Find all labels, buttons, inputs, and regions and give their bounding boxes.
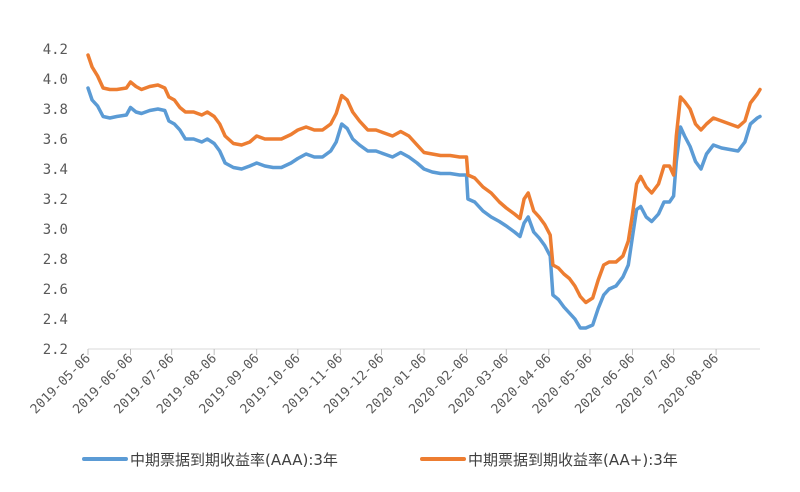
series-layer [86, 53, 762, 330]
y-tick-label: 2.4 [43, 312, 68, 328]
y-tick-label: 3.6 [43, 132, 68, 148]
y-tick-label: 2.2 [43, 342, 68, 358]
y-axis-ticks: 4.2 4.0 3.8 3.6 3.4 3.2 3.0 2.8 2.6 2.4 2.2 [43, 42, 68, 358]
series-line-aa-plus [86, 53, 762, 305]
y-tick-label: 3.8 [43, 102, 68, 118]
y-tick-label: 3.0 [43, 222, 68, 238]
legend-label-aaa: 中期票据到期收益率(AAA):3年 [130, 451, 338, 469]
y-tick-label: 2.8 [43, 252, 68, 268]
x-axis-ticks: 2019-05-062019-06-062019-07-062019-08-06… [28, 349, 722, 417]
legend-label-aa-plus: 中期票据到期收益率(AA+):3年 [468, 451, 678, 469]
y-tick-label: 4.2 [43, 42, 68, 58]
y-tick-label: 2.6 [43, 282, 68, 298]
series-line-aaa [86, 86, 762, 330]
y-tick-label: 3.2 [43, 192, 68, 208]
y-tick-label: 4.0 [43, 72, 68, 88]
legend: 中期票据到期收益率(AAA):3年 中期票据到期收益率(AA+):3年 [82, 451, 678, 469]
y-tick-label: 3.4 [43, 162, 68, 178]
